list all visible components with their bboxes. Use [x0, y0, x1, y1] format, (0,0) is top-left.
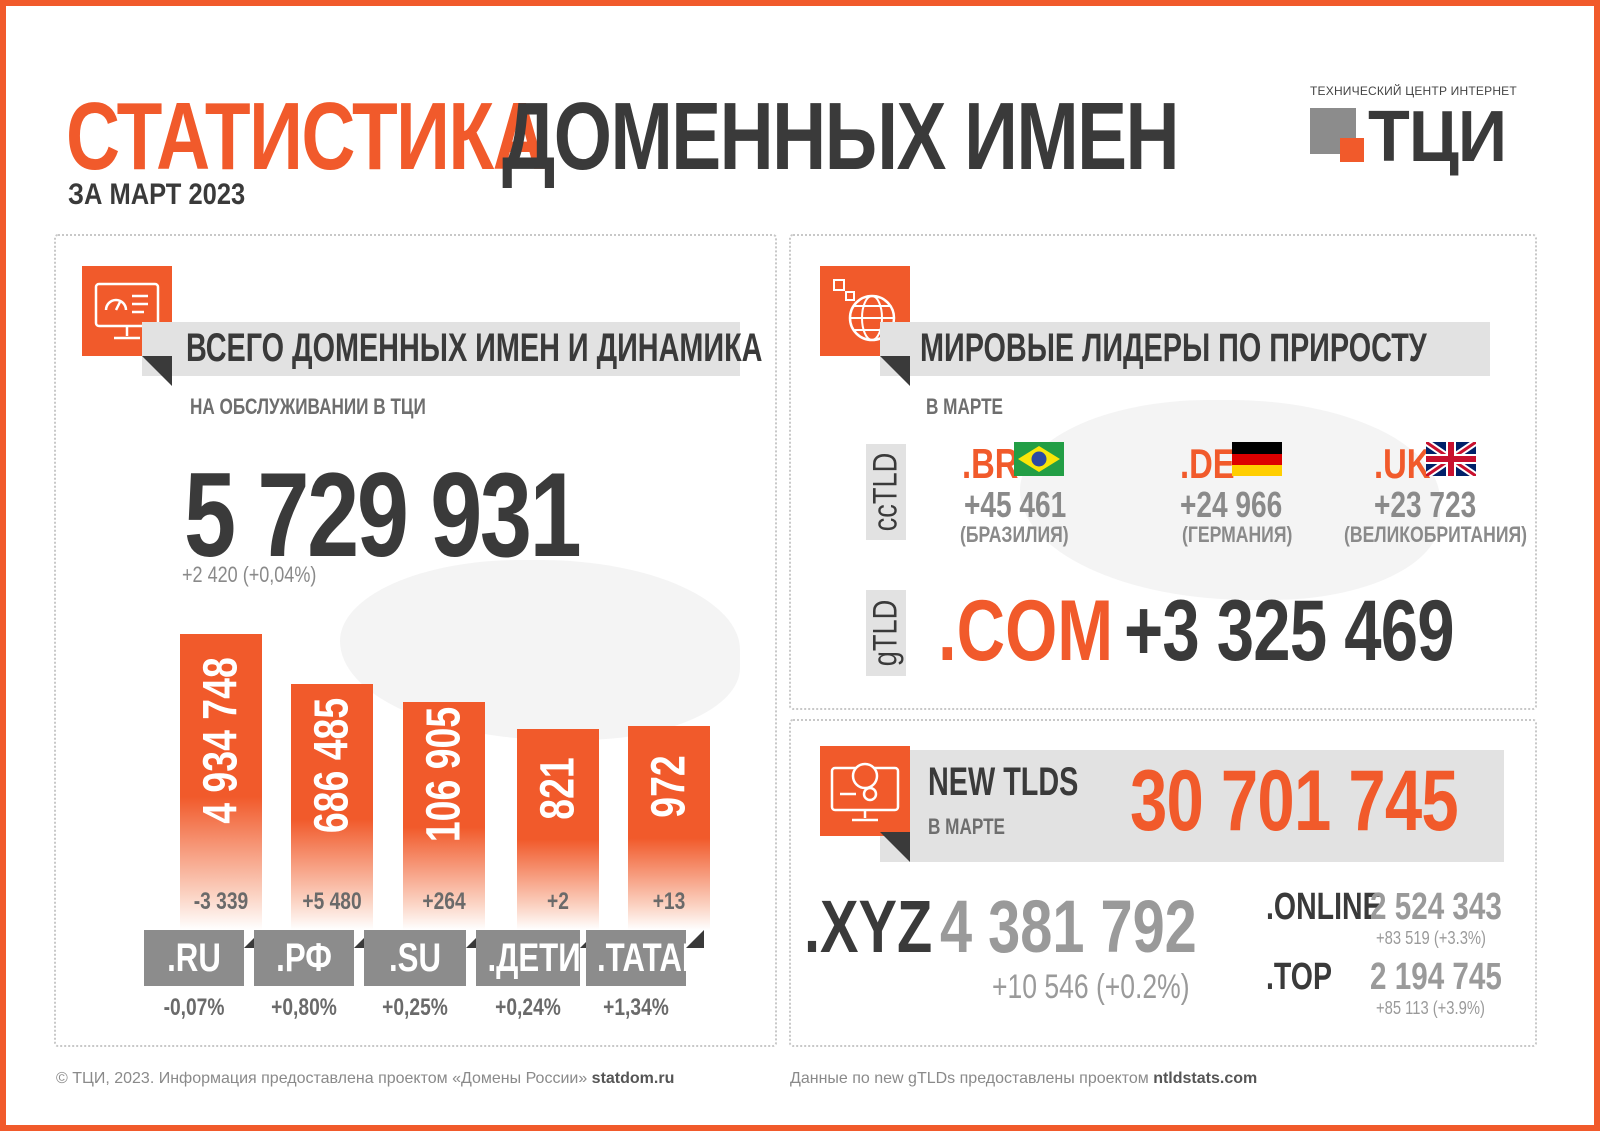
germany-flag-icon — [1232, 442, 1282, 476]
cctld-de-country: (ГЕРМАНИЯ) — [1182, 522, 1293, 547]
new-tlds-bar — [880, 750, 1504, 862]
total-section-title: ВСЕГО ДОМЕННЫХ ИМЕН И ДИНАМИКА — [186, 326, 763, 370]
brazil-flag-icon — [1014, 442, 1064, 476]
footer-ntld-source: Данные по new gTLDs предоставлены проект… — [790, 1070, 1258, 1087]
total-subtitle: НА ОБСЛУЖИВАНИИ В ТЦИ — [190, 394, 426, 419]
period-label: ЗА МАРТ 2023 — [68, 178, 246, 211]
bar-1 — [180, 634, 262, 930]
new-tlds-section-icon — [820, 746, 910, 836]
new-tlds-subtitle: В МАРТЕ — [928, 814, 1006, 839]
world-map-background — [1020, 400, 1440, 600]
cctld-uk: .UK — [1374, 440, 1431, 487]
tld-tab: .RU — [144, 930, 244, 986]
logo-caption: ТЕХНИЧЕСКИЙ ЦЕНТР ИНТЕРНЕТ — [1310, 84, 1517, 98]
cctld-de: .DE — [1180, 440, 1235, 487]
percent-change-label: +1,34% — [603, 994, 669, 1021]
bar-delta-label: +13 — [652, 888, 686, 915]
leaders-subtitle: В МАРТЕ — [926, 394, 1004, 419]
top-tld: .TOP — [1266, 956, 1332, 998]
tld-label: .TATAR — [597, 936, 705, 980]
new-tlds-title: NEW TLDS — [928, 760, 1079, 804]
total-value: 5 729 931 — [184, 448, 582, 582]
xyz-tld: .XYZ — [804, 885, 933, 968]
section-fold — [142, 356, 172, 386]
cctld-uk-value: +23 723 — [1374, 484, 1477, 525]
title-main: ДОМЕННЫХ ИМЕН — [502, 83, 1180, 190]
percent-change-label: +0,80% — [271, 994, 337, 1021]
bar-delta-label: -3 339 — [193, 888, 249, 915]
cctld-br-value: +45 461 — [964, 484, 1067, 525]
logo-text: ТЦИ — [1368, 97, 1507, 177]
tld-label: .ДЕТИ — [487, 936, 581, 980]
total-section-bar — [142, 322, 740, 376]
section-fold — [880, 832, 910, 862]
gtld-com-value: +3 325 469 — [1124, 583, 1455, 679]
bar-2 — [291, 684, 373, 930]
leaders-section-bar — [880, 322, 1490, 376]
leaders-panel — [789, 234, 1537, 710]
online-delta: +83 519 (+3.3%) — [1376, 928, 1486, 948]
percent-change-label: -0,07% — [163, 994, 225, 1021]
tld-tab: .TATAR — [586, 930, 705, 986]
gtld-com: .COM — [938, 583, 1114, 679]
bar-delta-label: +2 — [547, 888, 569, 915]
logo-mark-orange — [1340, 138, 1364, 162]
bar-value-label: 686 485 — [305, 697, 359, 834]
new-tlds-value: 30 701 745 — [1130, 753, 1459, 849]
xyz-value: 4 381 792 — [940, 885, 1197, 968]
leaders-section-title: МИРОВЫЕ ЛИДЕРЫ ПО ПРИРОСТУ — [920, 326, 1427, 370]
tld-label: .RU — [167, 936, 221, 980]
cctld-de-value: +24 966 — [1180, 484, 1283, 525]
ntldstats-link[interactable]: ntldstats.com — [1153, 1070, 1258, 1087]
section-fold — [880, 356, 910, 386]
percent-change-label: +0,24% — [495, 994, 561, 1021]
monitor-dashboard-icon — [94, 282, 160, 340]
percent-change-label: +0,25% — [382, 994, 448, 1021]
gtld-label: gTLD — [866, 590, 906, 676]
bar-value-label: 4 934 748 — [194, 657, 248, 824]
top-delta: +85 113 (+3.9%) — [1376, 998, 1485, 1018]
bar-delta-label: +264 — [422, 888, 466, 915]
top-value: 2 194 745 — [1370, 956, 1502, 998]
globe-settings-monitor-icon — [830, 762, 900, 822]
bar-value-label: 821 — [531, 756, 585, 820]
online-tld: .ONLINE — [1266, 886, 1382, 928]
tld-tab: .SU — [364, 930, 466, 986]
bar-3 — [403, 702, 485, 930]
tld-tab: .РФ — [254, 930, 354, 986]
online-value: 2 524 343 — [1370, 886, 1502, 928]
uk-flag-icon — [1426, 442, 1476, 476]
title-accent: СТАТИСТИКА — [66, 83, 547, 190]
tld-label: .РФ — [276, 936, 332, 980]
cctld-label: ccTLD — [866, 444, 906, 540]
footer-source: © ТЦИ, 2023. Информация предоставлена пр… — [56, 1070, 675, 1087]
bar-5 — [628, 726, 710, 930]
bar-value-label: 972 — [642, 755, 696, 818]
total-delta: +2 420 (+0,04%) — [182, 562, 317, 587]
bar-value-label: 106 905 — [417, 706, 471, 843]
tld-label: .SU — [388, 936, 442, 980]
tab-fold — [686, 930, 704, 948]
tld-tab: .ДЕТИ — [476, 930, 581, 986]
xyz-delta: +10 546 (+0.2%) — [992, 968, 1190, 1006]
total-panel — [54, 234, 777, 1047]
new-tlds-panel — [789, 719, 1537, 1047]
cctld-uk-country: (ВЕЛИКОБРИТАНИЯ) — [1344, 522, 1528, 547]
cctld-br: .BR — [962, 440, 1019, 487]
bar-delta-label: +5 480 — [302, 888, 362, 915]
bar-4 — [517, 729, 599, 930]
statdom-link[interactable]: statdom.ru — [591, 1070, 675, 1087]
cctld-br-country: (БРАЗИЛИЯ) — [960, 522, 1069, 547]
